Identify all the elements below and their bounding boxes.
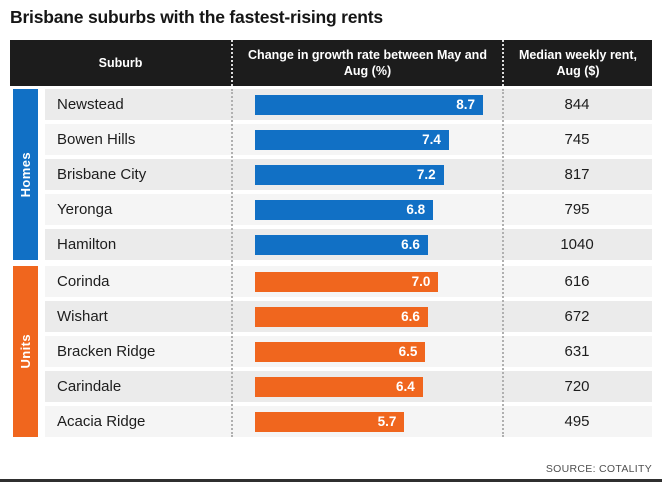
section-label: Homes [18,151,33,198]
rent-value: 672 [564,308,590,325]
table-body: Homes Newstead 8.7 844 Bowen Hills 7.4 7… [10,89,652,437]
rent-value: 844 [564,96,590,113]
suburb-label: Brisbane City [57,166,147,183]
bar-cell: 6.4 [231,376,502,397]
value-bar: 5.7 [255,411,405,432]
rent-value: 720 [564,378,590,395]
table-header: Suburb Change in growth rate between May… [10,40,652,86]
section-band: Units [13,266,38,437]
table-row: Newstead 8.7 844 [45,89,652,120]
header-median-rent: Median weekly rent, Aug ($) [502,40,652,86]
suburb-label: Bowen Hills [57,131,136,148]
bar-cell: 7.4 [231,129,502,150]
bar-cell: 7.0 [231,271,502,292]
bar-cell: 6.8 [231,199,502,220]
value-bar: 6.5 [255,341,426,362]
rent-value: 795 [564,201,590,218]
bar-cell: 6.6 [231,306,502,327]
suburb-label: Carindale [57,378,122,395]
value-bar: 8.7 [255,94,483,115]
rent-value: 495 [564,413,590,430]
table-section: Homes Newstead 8.7 844 Bowen Hills 7.4 7… [10,89,652,260]
suburb-label: Acacia Ridge [57,413,146,430]
bar-cell: 6.6 [231,234,502,255]
value-bar: 6.8 [255,199,434,220]
bar-value-label: 6.4 [395,379,415,394]
bar-value-label: 7.0 [411,274,431,289]
column-divider-dotted [502,89,504,437]
table-row: Wishart 6.6 672 [45,301,652,332]
value-bar: 7.2 [255,164,444,185]
table-row: Hamilton 6.6 1040 [45,229,652,260]
bar-value-label: 6.6 [401,309,420,324]
table-section: Units Corinda 7.0 616 Wishart 6.6 672 Br… [10,266,652,437]
table-sections: Homes Newstead 8.7 844 Bowen Hills 7.4 7… [10,89,652,437]
rent-table: Suburb Change in growth rate between May… [10,40,652,437]
value-bar: 6.4 [255,376,423,397]
column-divider-dotted [231,89,233,437]
value-bar: 7.4 [255,129,449,150]
value-bar: 6.6 [255,234,428,255]
rent-value: 616 [564,273,590,290]
suburb-label: Bracken Ridge [57,343,156,360]
section-rows: Newstead 8.7 844 Bowen Hills 7.4 745 Bri… [45,89,652,260]
section-band: Homes [13,89,38,260]
rent-value: 745 [564,131,590,148]
bar-cell: 5.7 [231,411,502,432]
rent-value: 1040 [560,236,594,253]
bar-cell: 7.2 [231,164,502,185]
bar-value-label: 6.8 [406,202,426,217]
suburb-label: Corinda [57,273,110,290]
value-bar: 7.0 [255,271,439,292]
rent-value: 817 [564,166,590,183]
bar-cell: 6.5 [231,341,502,362]
suburb-label: Hamilton [57,236,117,253]
table-row: Acacia Ridge 5.7 495 [45,406,652,437]
source-credit: SOURCE: COTALITY [545,463,652,475]
section-rows: Corinda 7.0 616 Wishart 6.6 672 Bracken … [45,266,652,437]
value-bar: 6.6 [255,306,428,327]
page-title: Brisbane suburbs with the fastest-rising… [10,7,383,27]
bar-value-label: 6.5 [398,344,418,359]
table-row: Bracken Ridge 6.5 631 [45,336,652,367]
bar-value-label: 7.4 [422,132,441,147]
header-suburb: Suburb [98,55,143,70]
bar-value-label: 7.2 [416,167,436,182]
bottom-rule [0,479,662,482]
table-row: Carindale 6.4 720 [45,371,652,402]
suburb-label: Yeronga [57,201,113,218]
header-change-growth: Change in growth rate between May and Au… [231,40,502,86]
table-row: Brisbane City 7.2 817 [45,159,652,190]
bar-value-label: 5.7 [377,414,397,429]
bar-value-label: 6.6 [401,237,420,252]
rent-value: 631 [564,343,590,360]
table-row: Yeronga 6.8 795 [45,194,652,225]
suburb-label: Newstead [57,96,124,113]
table-row: Corinda 7.0 616 [45,266,652,297]
bar-value-label: 8.7 [456,97,475,112]
suburb-label: Wishart [57,308,108,325]
section-label: Units [18,334,33,369]
table-row: Bowen Hills 7.4 745 [45,124,652,155]
bar-cell: 8.7 [231,94,502,115]
